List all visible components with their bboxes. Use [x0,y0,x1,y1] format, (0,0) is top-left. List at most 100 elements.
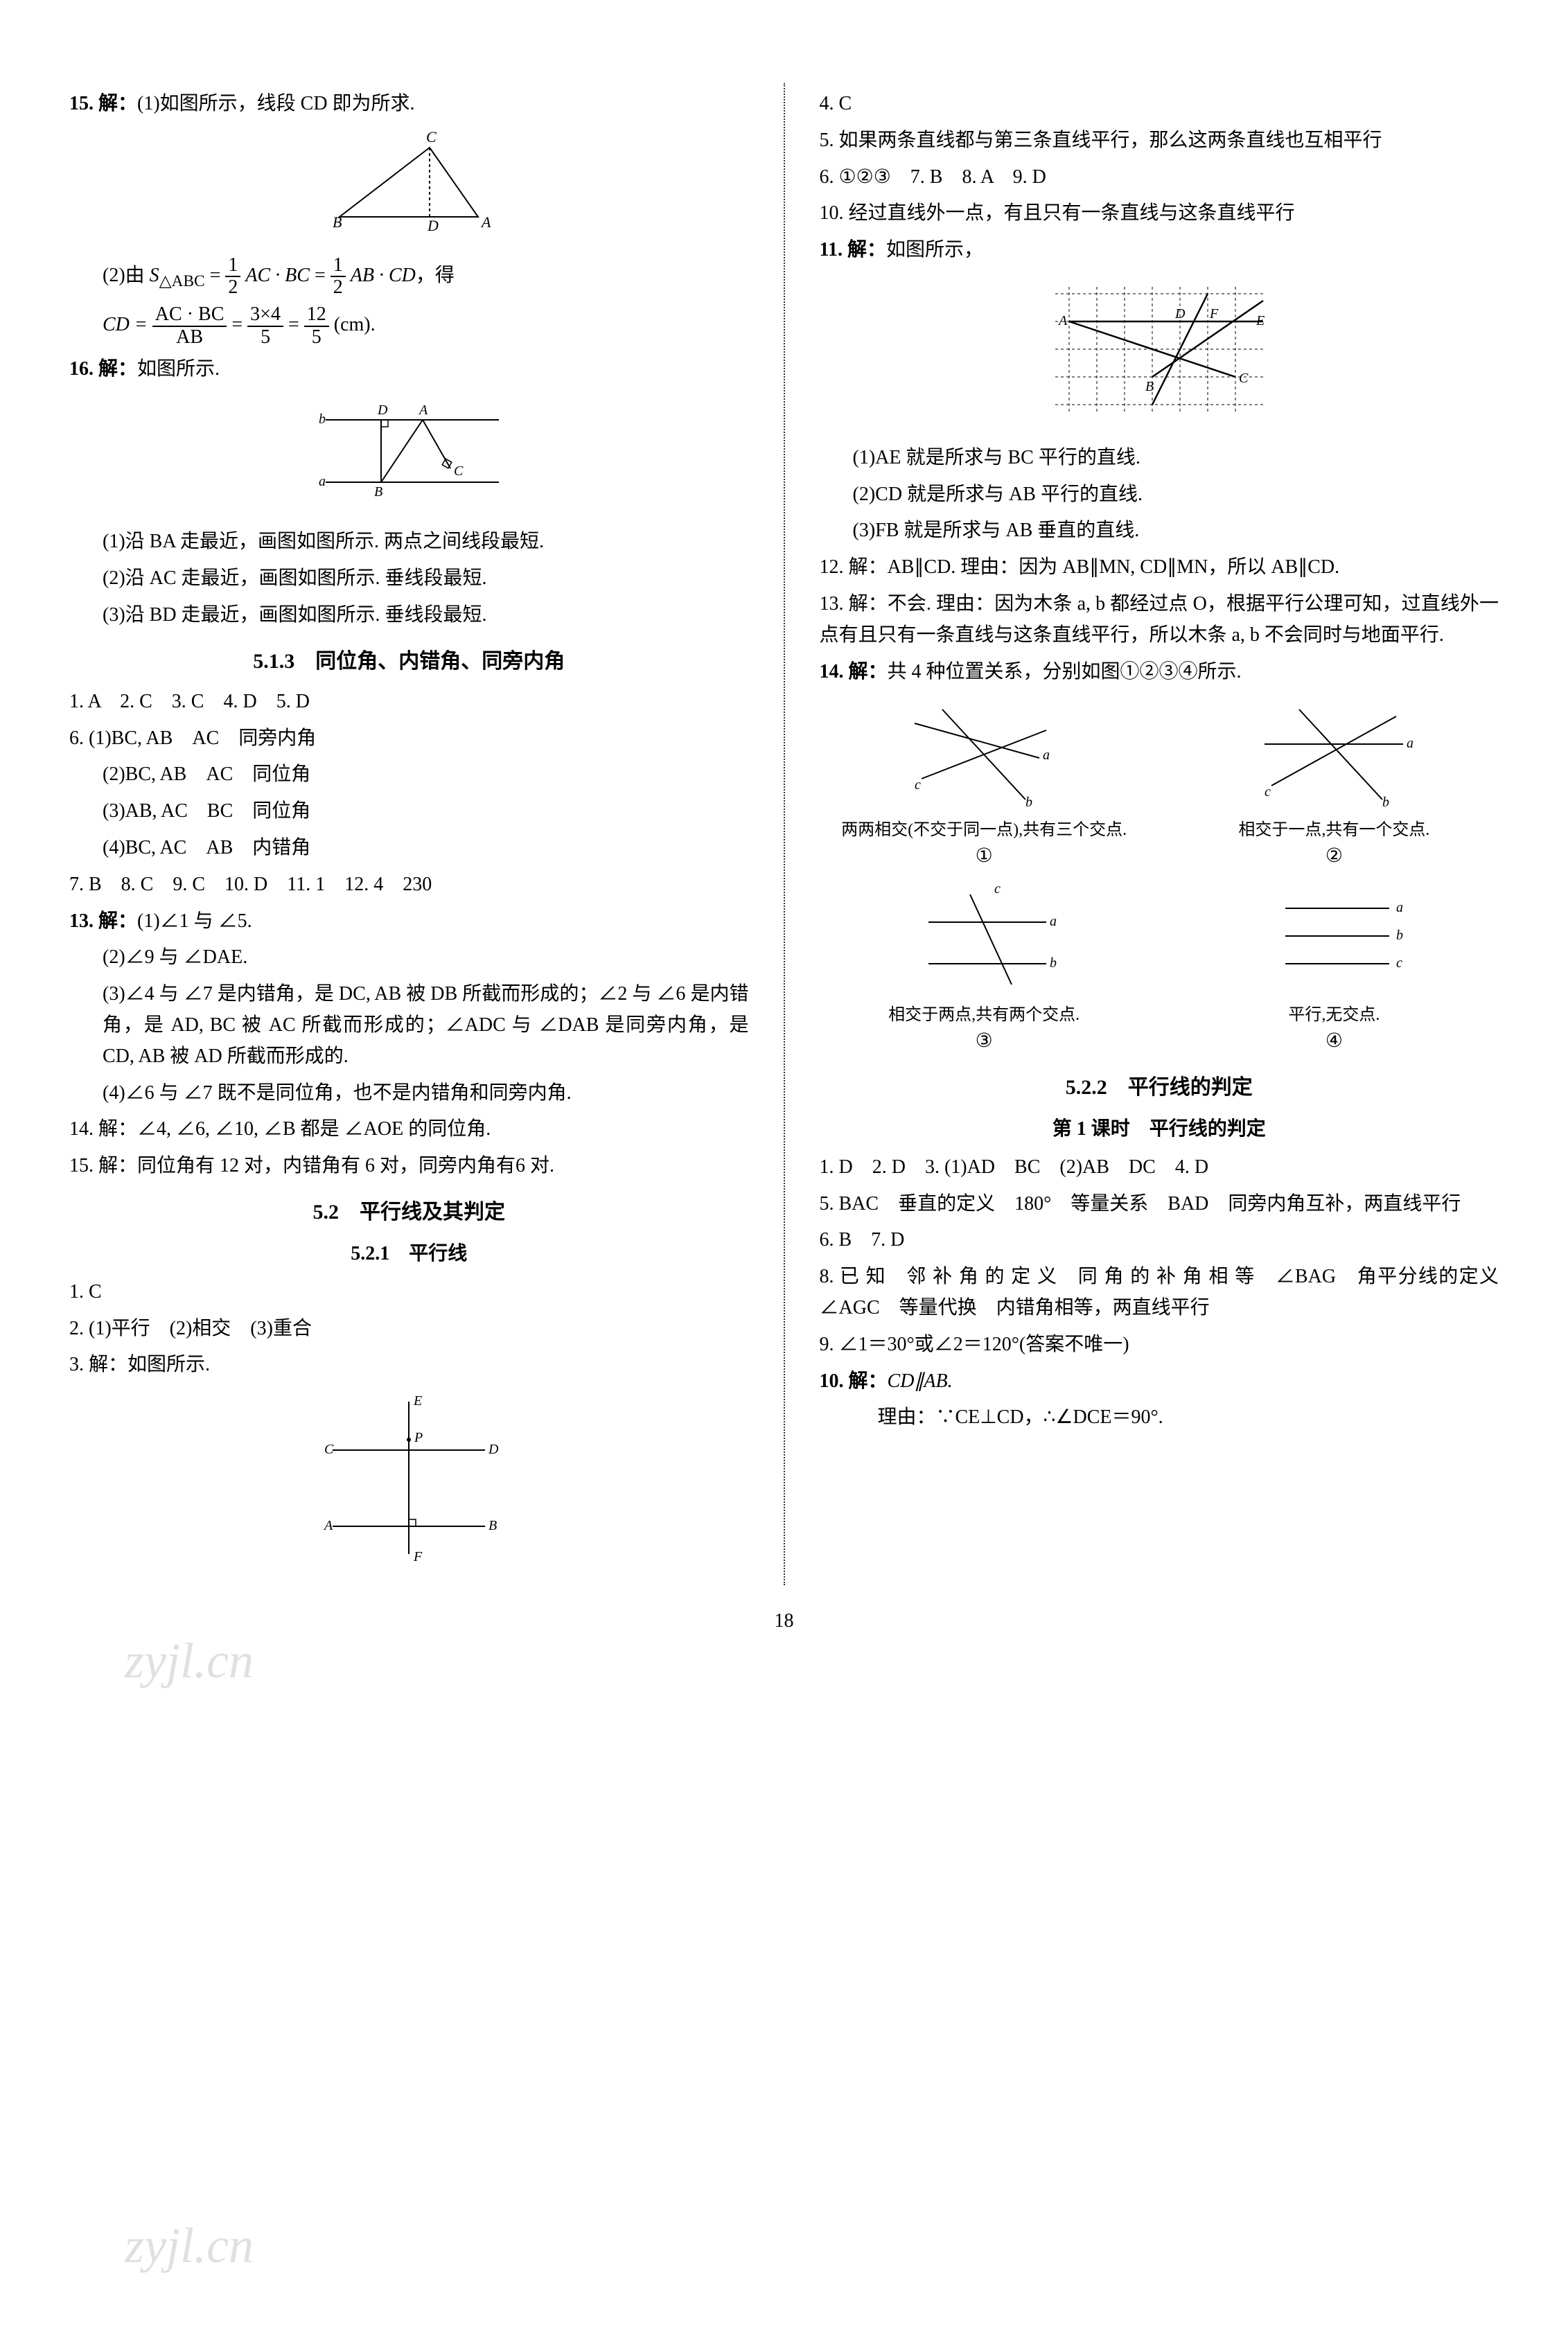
r-q11-p1: (1)AE 就是所求与 BC 平行的直线. [820,443,1499,474]
r-a6: 6. ①②③ 7. B 8. A 9. D [820,162,1499,193]
frac-half-2: 12 [331,255,346,299]
r-q11: 11. 解：如图所示， [820,235,1499,266]
r-q14-d3-num: ③ [820,1026,1149,1057]
r-q11-p3: (3)FB 就是所求与 AB 垂直的直线. [820,515,1499,547]
s521-a1: 1. C [69,1277,749,1308]
r-q14-row2: a b c 相交于两点,共有两个交点. ③ a b c 平行,无交点. ④ [820,881,1499,1057]
q15-acbc: AC · BC [245,265,310,286]
r-q14-d4: a b c 平行,无交点. ④ [1170,881,1499,1057]
svg-text:a: a [1407,736,1413,751]
s522-a1: 1. D 2. D 3. (1)AD BC (2)AB DC 4. D [820,1152,1499,1183]
svg-text:D: D [1174,306,1186,321]
cd-unit: (cm). [334,314,376,335]
svg-text:b: b [1025,795,1032,806]
svg-text:c: c [1396,955,1402,971]
q15-S: S [150,265,159,286]
s521-figure: C D A B E F P [69,1388,749,1578]
section-52-title: 5.2 平行线及其判定 [69,1196,749,1229]
q15-triangle-figure: B D A C [69,127,749,248]
q16-label: 16. 解： [69,358,137,380]
cd-f3n: 12 [304,304,329,327]
r-a10: 10. 经过直线外一点，有且只有一条直线与这条直线平行 [820,198,1499,229]
r-q14-row1: a b c 两两相交(不交于同一点),共有三个交点. ① a b c 相交于一点… [820,696,1499,872]
q15-p1-text: (1)如图所示，线段 CD 即为所求. [137,93,415,114]
s522-q10-p1: CD∥AB. [888,1370,953,1392]
s513-a6-l4: (4)BC, AC AB 内错角 [69,833,749,864]
s513-q13-p2: (2)∠9 与 ∠DAE. [69,942,749,973]
s513-a6-l1: 6. (1)BC, AB AC 同旁内角 [69,723,749,754]
r-q14-d3: a b c 相交于两点,共有两个交点. ③ [820,881,1149,1057]
section-522-title: 5.2.2 平行线的判定 [820,1071,1499,1104]
q15-part2: (2)由 S△ABC = 12 AC · BC = 12 AB · CD，得 [69,255,749,299]
q16-intro: 如图所示. [137,358,220,380]
svg-text:c: c [915,777,921,793]
svg-text:a: a [1396,900,1403,915]
s522-q10: 10. 解：CD∥AB. [820,1366,1499,1397]
svg-text:B: B [1145,379,1154,394]
svg-text:F: F [1209,306,1219,321]
q15-abcd: AB · CD [351,265,416,286]
r-q14-d2-num: ② [1170,841,1499,872]
svg-text:b: b [1382,795,1389,806]
r-q14-d3-cap: 相交于两点,共有两个交点. [820,1005,1149,1026]
r-q14-d4-cap: 平行,无交点. [1170,1005,1499,1026]
watermark-2: zyjl.cn [125,2206,254,2286]
section-521-title: 5.2.1 平行线 [69,1239,749,1270]
cd-frac2: 3×45 [247,304,283,348]
svg-text:C: C [426,128,437,145]
q15-p2-mid: ，得 [416,265,455,286]
r-q12: 12. 解：AB∥CD. 理由：因为 AB∥MN, CD∥MN，所以 AB∥CD… [820,552,1499,583]
svg-text:B: B [374,484,382,500]
svg-text:B: B [488,1518,497,1533]
svg-text:D: D [377,403,388,418]
section-513-title: 5.1.3 同位角、内错角、同旁内角 [69,645,749,678]
cd-frac1: AC · BCAB [152,304,227,348]
s522-q10-p2: 理由：∵CE⊥CD，∴∠DCE＝90°. [820,1402,1499,1433]
svg-text:b: b [1050,955,1057,971]
svg-text:E: E [1256,313,1265,328]
svg-text:P: P [414,1430,423,1445]
s513-a6-l3: (3)AB, AC BC 同位角 [69,796,749,827]
svg-text:C: C [324,1442,334,1457]
q15-label: 15. 解： [69,93,137,114]
s522-q10-label: 10. 解： [820,1370,888,1392]
r-q14: 14. 解：共 4 种位置关系，分别如图①②③④所示. [820,657,1499,688]
svg-text:D: D [488,1442,499,1457]
q15-sub: △ABC [159,272,205,290]
cd-label: CD = [103,314,148,335]
svg-text:C: C [454,464,464,479]
s513-q13-p4: (4)∠6 与 ∠7 既不是同位角，也不是内错角和同旁内角. [69,1078,749,1109]
s513-q13-label: 13. 解： [69,910,137,932]
svg-text:a: a [319,474,326,489]
r-q14-d2: a b c 相交于一点,共有一个交点. ② [1170,696,1499,872]
cd-f1d: AB [152,327,227,348]
q15-p2-prefix: (2)由 [103,265,150,286]
s513-q15: 15. 解：同位角有 12 对，内错角有 6 对，同旁内角有6 对. [69,1151,749,1182]
q16-p1: (1)沿 BA 走最近，画图如图所示. 两点之间线段最短. [69,527,749,558]
cd-f2d: 5 [247,327,283,348]
svg-text:A: A [323,1518,333,1533]
s522-a6: 6. B 7. D [820,1225,1499,1256]
svg-text:a: a [1050,914,1057,929]
r-q14-text: 共 4 种位置关系，分别如图①②③④所示. [888,661,1242,682]
r-q11-p2: (2)CD 就是所求与 AB 平行的直线. [820,479,1499,511]
q16-p3: (3)沿 BD 走最近，画图如图所示. 垂线段最短. [69,600,749,631]
svg-text:b: b [319,412,326,427]
section-522-sub: 第 1 课时 平行线的判定 [820,1114,1499,1145]
q15-part1: 15. 解：(1)如图所示，线段 CD 即为所求. [69,89,749,120]
s513-a7: 7. B 8. C 9. C 10. D 11. 1 12. 4 230 [69,870,749,901]
r-a5: 5. 如果两条直线都与第三条直线平行，那么这两条直线也互相平行 [820,125,1499,157]
q16-figure: b a A D B C [69,392,749,520]
q16-header: 16. 解：如图所示. [69,354,749,385]
svg-text:D: D [427,217,439,234]
s521-a2: 2. (1)平行 (2)相交 (3)重合 [69,1314,749,1345]
cd-f1n: AC · BC [152,304,227,327]
r-q11-intro: 如图所示， [886,239,983,261]
r-q13: 13. 解：不会. 理由：因为木条 a, b 都经过点 O，根据平行公理可知，过… [820,589,1499,651]
r-q14-d1-num: ① [820,841,1149,872]
cd-frac3: 125 [304,304,329,348]
s522-a9: 9. ∠1＝30°或∠2＝120°(答案不唯一) [820,1330,1499,1361]
page-number: 18 [69,1606,1499,1637]
svg-text:c: c [994,881,1001,897]
svg-text:E: E [413,1393,422,1409]
